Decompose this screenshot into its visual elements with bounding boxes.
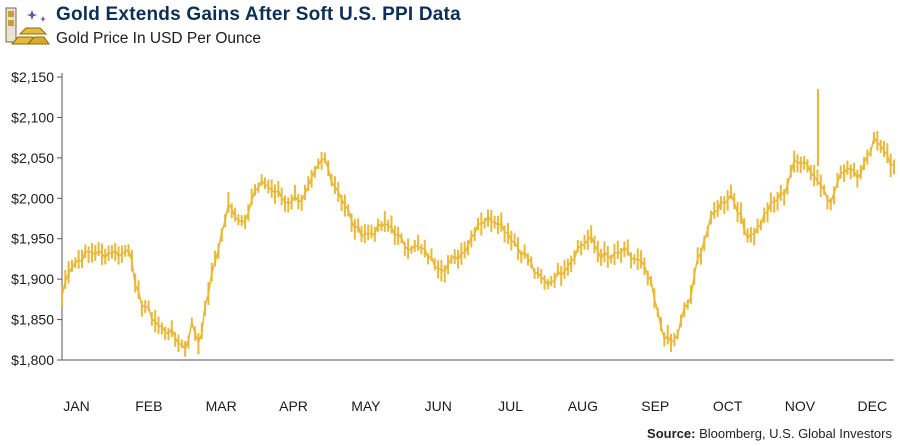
chart-subtitle: Gold Price In USD Per Ounce	[56, 30, 262, 47]
x-tick-label: JUL	[498, 398, 523, 414]
x-tick-label: AUG	[568, 398, 598, 414]
source-note: Source: Bloomberg, U.S. Global Investors	[647, 426, 892, 441]
y-axis: $1,800 $1,850 $1,900 $1,950 $2,000 $2,050 $2,1…	[11, 69, 63, 368]
y-tick-label: $2,100	[11, 109, 54, 125]
x-tick-label: MAR	[206, 398, 237, 414]
x-tick-label: JAN	[63, 398, 89, 414]
x-tick-label: APR	[279, 398, 308, 414]
x-axis: JAN FEB MAR APR MAY JUN JUL AUG SEP OCT NOV DEC	[62, 359, 894, 414]
y-tick-label: $2,050	[11, 150, 54, 166]
x-tick-label: NOV	[785, 398, 816, 414]
y-tick-label: $1,900	[11, 271, 54, 287]
y-tick-label: $2,000	[11, 190, 54, 206]
gold-bars-logo-icon	[5, 7, 50, 45]
x-tick-label: SEP	[641, 398, 669, 414]
y-tick-label: $1,950	[11, 231, 54, 247]
y-tick-label: $1,800	[11, 352, 54, 368]
x-tick-label: MAY	[351, 398, 381, 414]
x-tick-label: DEC	[858, 398, 888, 414]
y-tick-label: $1,850	[11, 312, 54, 328]
y-tick-label: $2,150	[11, 69, 54, 85]
x-tick-label: JUN	[425, 398, 452, 414]
chart-title: Gold Extends Gains After Soft U.S. PPI D…	[56, 4, 461, 25]
x-tick-label: OCT	[713, 398, 743, 414]
x-tick-label: FEB	[135, 398, 162, 414]
source-label: Source:	[647, 426, 696, 441]
source-text: Bloomberg, U.S. Global Investors	[699, 426, 892, 441]
series-gold-price	[61, 89, 895, 357]
price-line	[61, 135, 895, 351]
